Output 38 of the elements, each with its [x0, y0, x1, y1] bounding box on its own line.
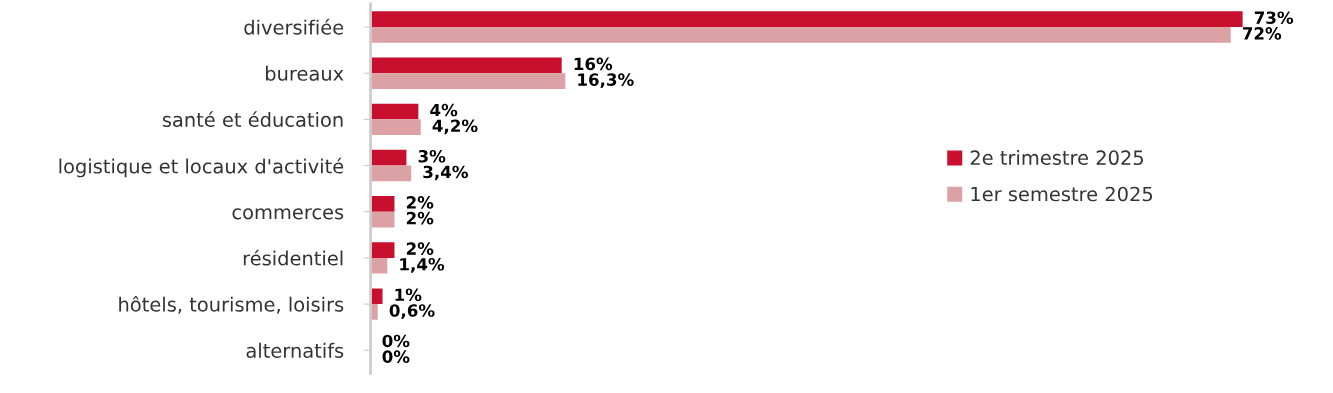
bar — [370, 119, 421, 136]
bar — [370, 57, 562, 74]
bar — [370, 11, 1243, 28]
y-tick-label: commerces — [232, 208, 344, 220]
legend-label: 2e trimestre 2025 — [970, 149, 1143, 166]
data-label: 4% — [430, 103, 458, 117]
legend-label: 1er semestre 2025 — [971, 186, 1153, 202]
y-tick-label: santé et éducation — [162, 111, 343, 128]
y-tick-label: hôtels, tourisme, loisirs — [119, 295, 344, 314]
bar — [370, 103, 419, 120]
bar — [370, 149, 407, 166]
bar — [370, 27, 1231, 43]
data-label: 2% — [406, 242, 434, 255]
data-label: 1% — [395, 288, 422, 302]
bar — [370, 288, 383, 305]
data-label: 0,6% — [389, 304, 435, 319]
y-tick-label: logistique et locaux d'activité — [59, 157, 344, 178]
data-label: 3% — [418, 149, 446, 163]
data-label: 0% — [382, 334, 410, 348]
bar — [370, 257, 388, 274]
data-label: 3,4% — [423, 165, 468, 181]
data-label: 1,4% — [400, 257, 445, 273]
bar — [370, 165, 412, 182]
data-label: 0% — [382, 350, 410, 363]
y-tick-label: diversifiée — [244, 18, 344, 35]
data-label: 2% — [406, 196, 434, 209]
bar — [370, 242, 395, 258]
y-tick-label: résidentiel — [243, 249, 343, 266]
bar — [370, 196, 395, 212]
data-label: 2% — [406, 211, 434, 225]
data-label: 72% — [1242, 27, 1282, 40]
y-tick-label: alternatifs — [246, 342, 344, 358]
bar — [370, 73, 566, 89]
data-label: 4,2% — [432, 119, 478, 135]
data-label: 16% — [574, 57, 613, 71]
data-label: 16,3% — [578, 73, 634, 89]
y-tick-label: bureaux — [266, 65, 344, 81]
data-label: 73% — [1254, 11, 1294, 24]
